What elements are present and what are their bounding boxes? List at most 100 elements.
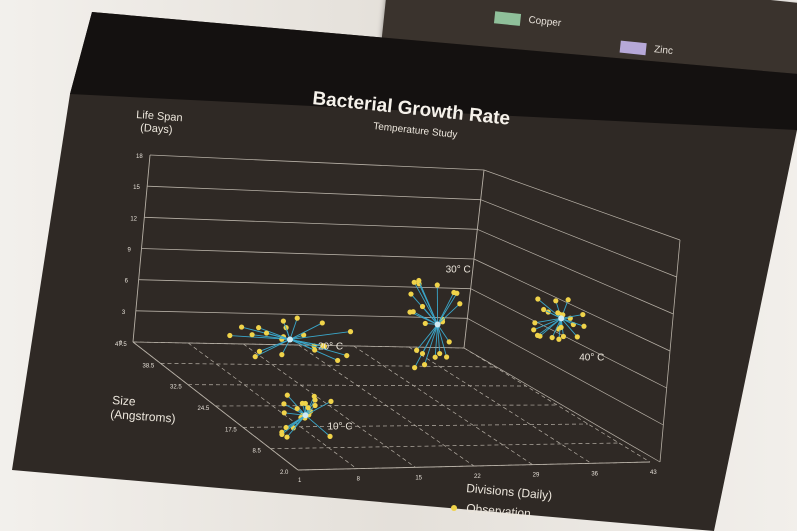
observation-point — [249, 332, 255, 338]
cluster-spoke — [534, 317, 562, 324]
cluster-spoke — [434, 324, 439, 358]
cluster-label: 40° C — [579, 352, 604, 363]
x-tick-label: 36 — [591, 471, 598, 477]
observation-point — [558, 324, 564, 331]
back-wall-gridline — [149, 154, 485, 171]
observation-point — [439, 319, 446, 325]
cluster-spoke — [551, 318, 562, 338]
observation-point — [256, 348, 263, 354]
floor-gridline — [298, 344, 475, 467]
observation-point — [294, 315, 300, 321]
cluster-label: 10° C — [327, 421, 352, 432]
cluster-spoke — [422, 306, 438, 325]
z-tick-label: 9 — [128, 248, 132, 254]
observation-point — [532, 320, 538, 326]
x-tick-label: 22 — [474, 474, 481, 480]
observation-point — [280, 318, 286, 324]
side-wall-gridline — [477, 229, 674, 315]
observation-point — [574, 334, 580, 340]
observation-point — [555, 310, 561, 316]
side-wall-gridline — [480, 199, 677, 278]
z-tick-label: 3 — [122, 310, 126, 316]
observation-point — [319, 320, 325, 326]
side-wall-gridline — [463, 347, 661, 463]
cluster-spoke — [289, 331, 351, 340]
observation-point — [556, 336, 562, 342]
x-tick-label: 43 — [650, 470, 657, 476]
observation-point — [279, 431, 285, 438]
observation-point — [457, 301, 463, 307]
observation-point — [549, 334, 555, 341]
cluster-center — [286, 336, 293, 343]
floor-gridline — [463, 347, 651, 463]
y-axis-label-line1: Size — [112, 393, 137, 409]
cluster-spoke — [560, 318, 578, 338]
y-axis-line — [132, 341, 299, 471]
z-axis-label-line2: (Days) — [140, 122, 173, 136]
legend-observation-label: Observation — [466, 501, 532, 521]
back-wall-gridline — [138, 279, 471, 290]
cluster-spoke — [285, 414, 306, 428]
z-tick-label: 15 — [133, 185, 140, 191]
back-wall-gridline — [135, 310, 468, 319]
cluster-spoke — [266, 332, 291, 340]
observation-point — [281, 410, 287, 416]
observation-point — [537, 333, 543, 339]
cluster-center — [558, 315, 565, 322]
cluster-spoke — [424, 324, 439, 365]
cluster-label: 20° C — [318, 341, 343, 352]
cluster-spoke — [252, 334, 291, 340]
floor-gridline — [353, 345, 533, 465]
floor-gridline — [408, 346, 592, 464]
floor-gridline — [187, 342, 357, 469]
legend-observation-marker — [451, 505, 457, 511]
cluster-spoke — [437, 324, 441, 354]
cluster-spoke — [437, 303, 461, 325]
cluster-spoke — [289, 317, 298, 340]
x-tick-label: 8 — [357, 477, 361, 483]
observation-point — [327, 433, 333, 439]
observation-point — [565, 297, 571, 303]
observation-point — [312, 402, 318, 409]
observation-point — [312, 397, 318, 403]
observation-point — [227, 332, 233, 339]
observation-point — [335, 357, 341, 364]
cluster-center — [434, 321, 441, 328]
cluster-spoke — [305, 400, 332, 416]
cluster-spoke — [533, 317, 562, 331]
cluster-spoke — [255, 339, 291, 358]
cluster-spoke — [539, 317, 562, 337]
back-wall-gridline — [147, 185, 481, 201]
observation-point — [419, 350, 426, 357]
cluster-spoke — [282, 320, 291, 340]
observation-point — [412, 365, 418, 371]
observation-point — [279, 352, 285, 358]
cluster-spoke — [418, 280, 439, 325]
observation-point — [281, 401, 287, 407]
observation-point — [580, 311, 586, 318]
cluster-label: 30° C — [446, 264, 471, 275]
observation-point — [535, 296, 541, 302]
cluster-spoke — [281, 414, 306, 435]
cluster-spoke — [259, 339, 291, 352]
observation-point — [256, 325, 262, 331]
cluster-spoke — [437, 293, 458, 325]
observation-point — [416, 277, 422, 284]
z-tick-label: 6 — [125, 279, 129, 285]
observation-point — [581, 323, 587, 329]
x-axis-line — [297, 461, 651, 471]
cluster-spoke — [437, 324, 448, 358]
cluster-spoke — [413, 282, 439, 325]
side-wall-gridline — [470, 288, 667, 389]
cluster-spoke — [258, 327, 291, 340]
side-wall-gridline — [467, 318, 664, 426]
observation-point — [284, 434, 290, 440]
cluster-spoke — [543, 309, 562, 319]
y-tick-label: 24.5 — [198, 406, 210, 412]
y-tick-label: 2.0 — [280, 470, 289, 476]
observation-point — [410, 309, 416, 315]
cluster-spoke — [561, 317, 585, 327]
observation-point — [344, 352, 350, 359]
